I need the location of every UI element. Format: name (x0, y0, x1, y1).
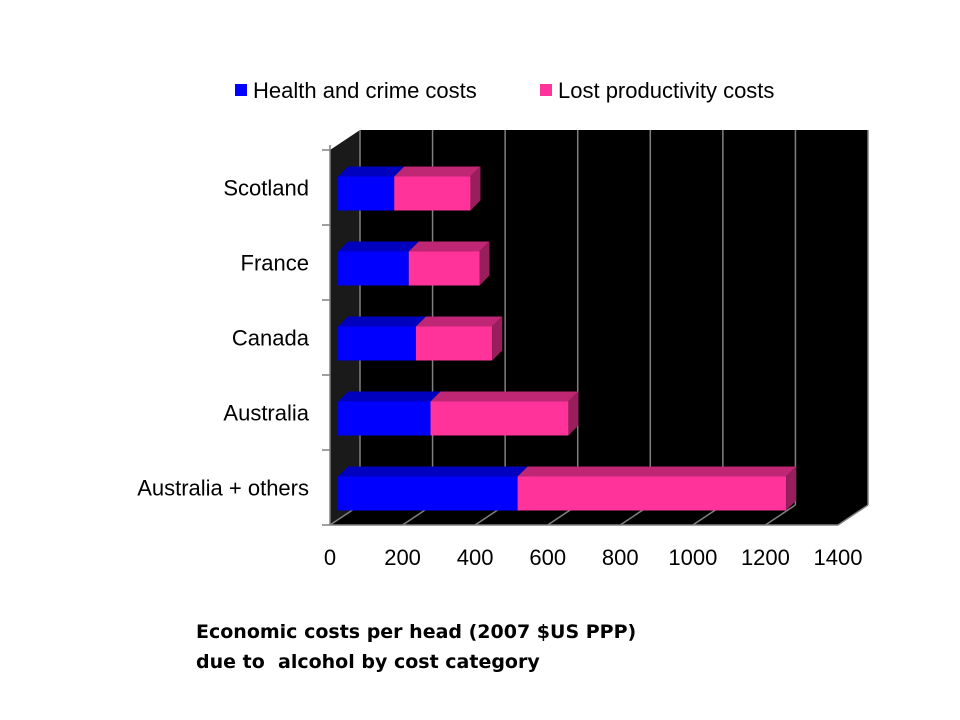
caption-line-2: due to alcohol by cost category (196, 651, 540, 673)
x-tick-label: 1200 (741, 545, 790, 570)
bar-segment (517, 466, 797, 511)
category-label: Canada (232, 326, 310, 351)
chart-caption: Economic costs per head (2007 $US PPP) d… (196, 617, 636, 677)
legend: Health and crime costs Lost productivity … (235, 78, 774, 103)
x-tick-labels: 0 200 400 600 800 1000 1200 1400 (324, 545, 863, 570)
gridline-floor (837, 504, 869, 526)
bar-segment (416, 316, 503, 361)
bar-segment (394, 166, 481, 211)
x-tick-label: 800 (602, 545, 639, 570)
bars (338, 166, 797, 511)
legend-swatch (235, 84, 247, 96)
legend-label: Health and crime costs (253, 78, 477, 103)
x-tick-label: 600 (529, 545, 566, 570)
bar-segment (338, 166, 405, 211)
category-label: France (241, 251, 309, 276)
bar-segment (338, 466, 528, 511)
bar-chart: 0 200 400 600 800 1000 1200 1400 Scotland France… (137, 78, 869, 570)
legend-swatch (540, 84, 552, 96)
gridline-floor (765, 504, 796, 526)
category-labels: Scotland France Canada Australia Australia +… (137, 176, 310, 501)
x-tick-label: 1000 (668, 545, 717, 570)
caption-line-1: Economic costs per head (2007 $US PPP) (196, 621, 637, 643)
axes (322, 145, 838, 526)
bar-segment (408, 241, 490, 286)
legend-item: Lost productivity costs (540, 78, 774, 103)
x-tick-label: 1400 (814, 545, 863, 570)
bar-segment (338, 316, 427, 361)
category-label: Australia (223, 401, 309, 426)
bar-segment (338, 391, 441, 436)
bar-segment (430, 391, 579, 436)
legend-item: Health and crime costs (235, 78, 477, 103)
category-label: Scotland (223, 176, 309, 201)
x-tick-label: 0 (324, 545, 336, 570)
x-tick-label: 200 (384, 545, 421, 570)
bar-segment (338, 241, 419, 286)
x-tick-label: 400 (457, 545, 494, 570)
legend-label: Lost productivity costs (558, 78, 774, 103)
category-label: Australia + others (137, 476, 309, 501)
